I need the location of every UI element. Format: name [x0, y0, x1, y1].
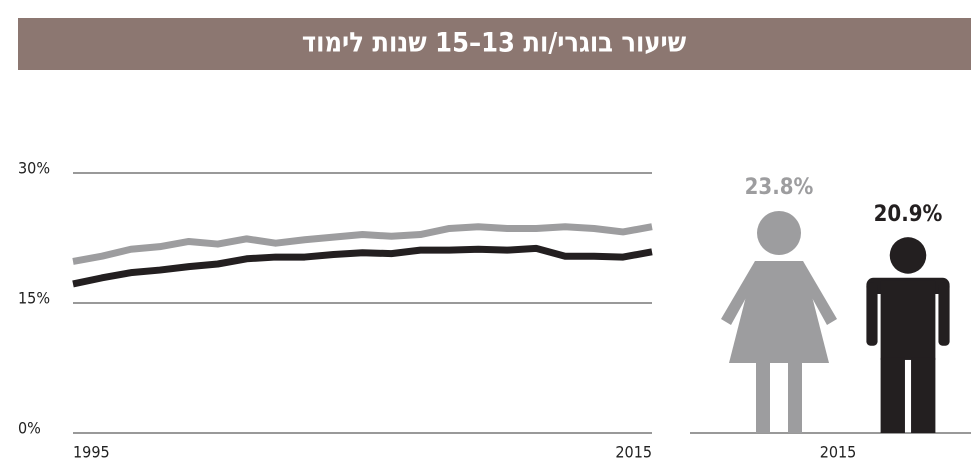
icon-leg [911, 357, 936, 433]
icon-leg [756, 361, 770, 433]
icon-arm [721, 261, 763, 325]
x-tick-label: 2015 [820, 443, 857, 462]
chart-title: שיעור בוגרי/ות 13–15 שנות לימוד [302, 28, 687, 59]
icon-arm [938, 282, 950, 346]
y-tick-label: 30% [18, 159, 50, 178]
series-line [72, 223, 653, 265]
y-tick-label: 0% [18, 419, 41, 438]
icon-leg [788, 361, 802, 433]
person-icon [866, 237, 950, 433]
icon-leg [880, 357, 905, 433]
x-tick-label: 1995 [73, 443, 110, 462]
x-tick-label: 2015 [615, 443, 652, 462]
value-label: 20.9% [874, 202, 943, 227]
title-banner [18, 18, 971, 70]
person-icon [721, 211, 837, 433]
icon-torso [880, 280, 936, 360]
value-label: 23.8% [745, 175, 814, 200]
series-line [72, 244, 653, 288]
icon-head [889, 237, 927, 274]
icon-body [729, 261, 829, 363]
icon-arm [866, 282, 878, 346]
icon-head [757, 211, 801, 255]
y-tick-label: 15% [18, 289, 50, 308]
icon-arm [795, 261, 837, 325]
